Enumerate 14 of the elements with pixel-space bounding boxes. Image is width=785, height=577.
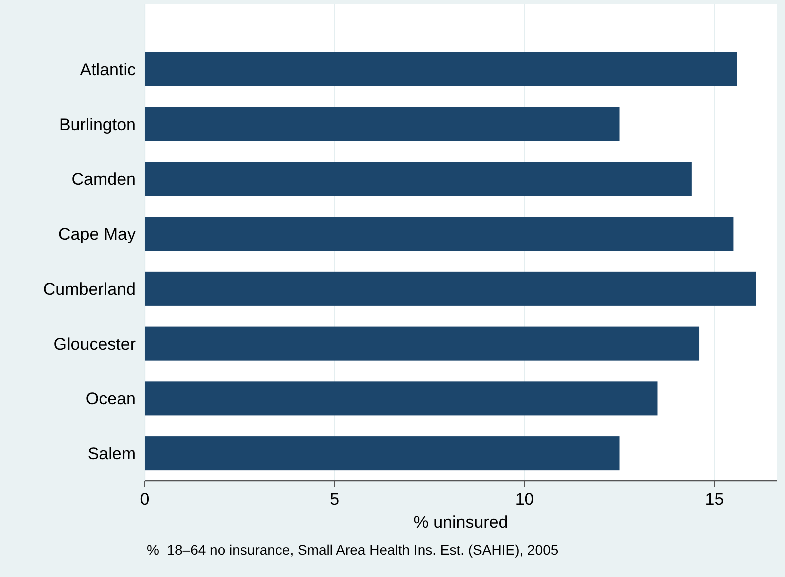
x-axis-title: % uninsured: [414, 513, 508, 532]
y-tick-label: Burlington: [59, 115, 136, 134]
y-tick-label: Camden: [72, 170, 136, 190]
y-tick-label: Ocean: [86, 390, 136, 409]
y-tick-label: Cumberland: [43, 280, 136, 299]
y-tick-label: Cape May: [58, 225, 136, 244]
y-tick-label: Atlantic: [80, 60, 136, 80]
x-tick-label: 0: [140, 490, 150, 509]
y-tick-label: Salem: [88, 444, 136, 464]
x-tick-label: 15: [705, 490, 724, 509]
y-tick-label: Gloucester: [54, 334, 136, 354]
x-tick-label: 5: [330, 490, 340, 509]
x-tick-label: 10: [515, 490, 534, 509]
text: % 18–64 no insurance, Small Area Health Ins. Est. (SAHIE), 2005: [147, 542, 559, 558]
